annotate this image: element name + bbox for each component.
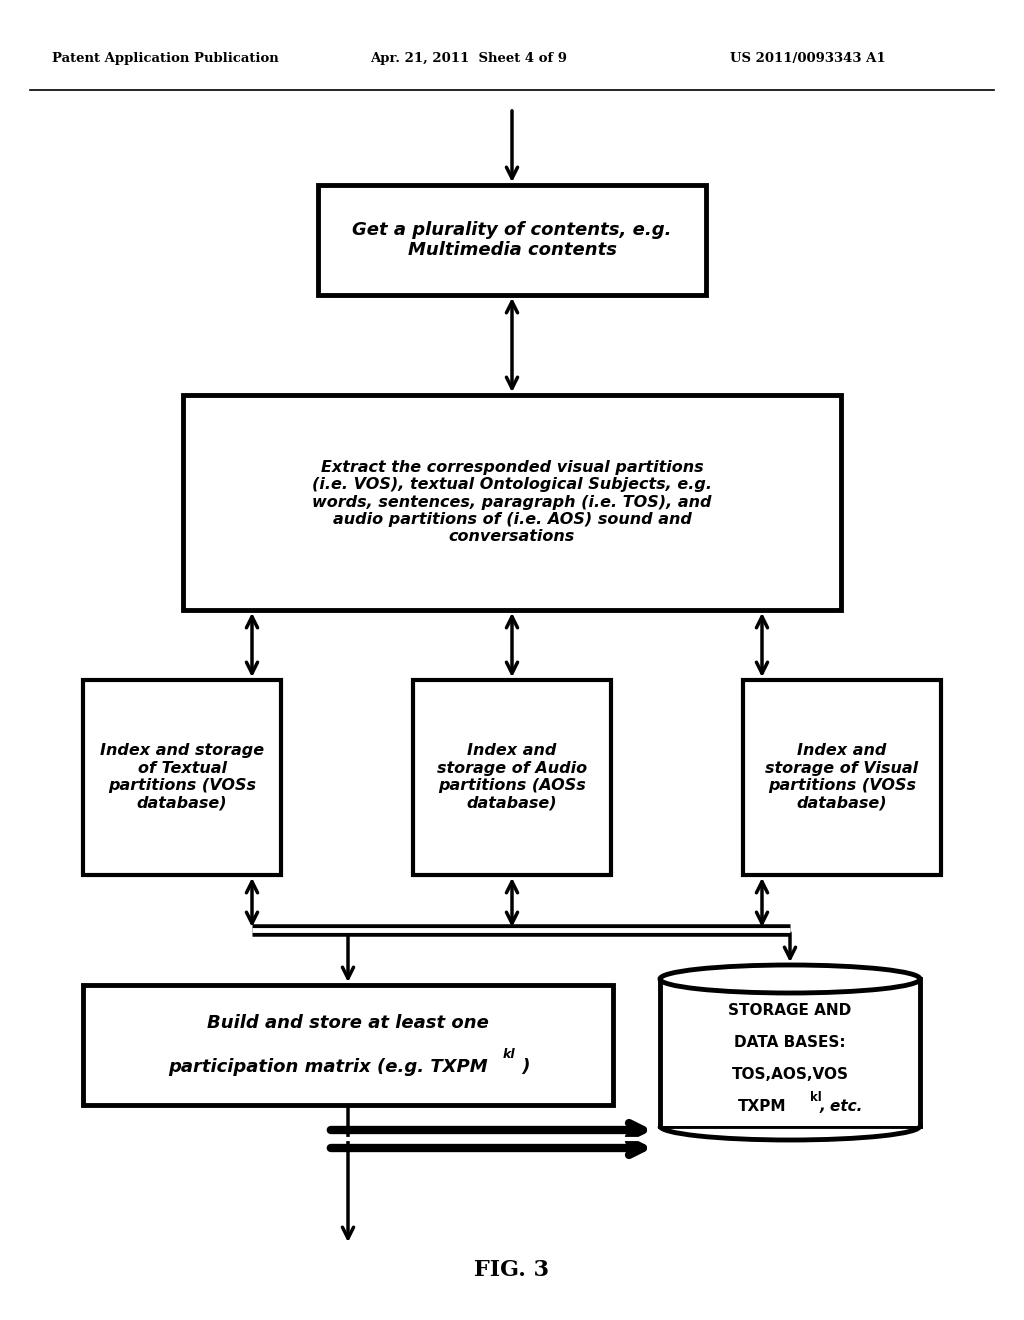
- Text: Index and storage
of Textual
partitions (VOSs
database): Index and storage of Textual partitions …: [100, 743, 264, 810]
- Bar: [413, 680, 611, 875]
- Text: FIG. 3: FIG. 3: [474, 1259, 550, 1280]
- Text: kl: kl: [810, 1092, 821, 1104]
- Text: ): ): [516, 1059, 530, 1076]
- Text: participation matrix (e.g. TXPM: participation matrix (e.g. TXPM: [168, 1059, 487, 1076]
- Bar: [83, 985, 613, 1105]
- Text: TXPM: TXPM: [737, 1100, 786, 1114]
- Text: US 2011/0093343 A1: US 2011/0093343 A1: [730, 51, 886, 65]
- Text: Get a plurality of contents, e.g.
Multimedia contents: Get a plurality of contents, e.g. Multim…: [352, 220, 672, 260]
- Text: Apr. 21, 2011  Sheet 4 of 9: Apr. 21, 2011 Sheet 4 of 9: [370, 51, 567, 65]
- Text: Index and
storage of Audio
partitions (AOSs
database): Index and storage of Audio partitions (A…: [437, 743, 587, 810]
- Text: , etc.: , etc.: [820, 1100, 863, 1114]
- Text: DATA BASES:: DATA BASES:: [734, 1035, 846, 1049]
- Bar: [743, 680, 941, 875]
- Text: Index and
storage of Visual
partitions (VOSs
database): Index and storage of Visual partitions (…: [765, 743, 919, 810]
- Ellipse shape: [660, 965, 920, 993]
- Text: STORAGE AND: STORAGE AND: [728, 1003, 852, 1018]
- Text: Build and store at least one: Build and store at least one: [207, 1014, 488, 1032]
- Bar: [183, 395, 841, 610]
- Bar: [660, 979, 920, 1126]
- Text: TOS,AOS,VOS: TOS,AOS,VOS: [731, 1067, 849, 1082]
- Bar: [83, 680, 281, 875]
- Text: Extract the corresponded visual partitions
(i.e. VOS), textual Ontological Subje: Extract the corresponded visual partitio…: [312, 459, 712, 544]
- Bar: [318, 185, 706, 294]
- Text: Patent Application Publication: Patent Application Publication: [52, 51, 279, 65]
- Text: kl: kl: [503, 1048, 516, 1061]
